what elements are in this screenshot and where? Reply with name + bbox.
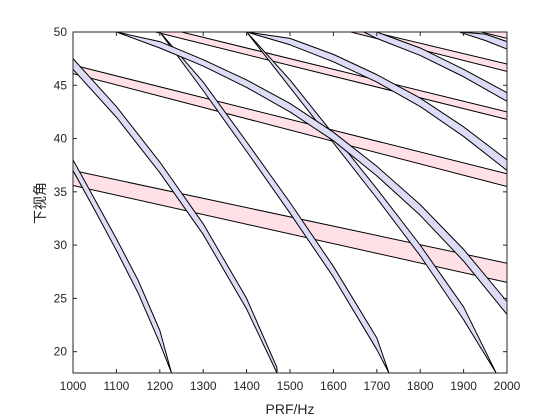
x-tick-label: 1100 (103, 379, 129, 393)
x-tick-label: 1500 (277, 379, 304, 393)
band-layer (73, 32, 507, 373)
blue-band-6 (73, 58, 278, 373)
y-tick-label: 45 (54, 78, 68, 92)
blue-band-12 (458, 32, 507, 50)
x-tick-label: 2000 (494, 379, 521, 393)
y-tick-label: 25 (54, 291, 68, 305)
y-tick-label: 40 (54, 132, 68, 146)
y-tick-label: 30 (54, 238, 68, 252)
x-tick-label: 1700 (363, 379, 390, 393)
x-tick-label: 1400 (233, 379, 260, 393)
x-tick-label: 1600 (320, 379, 347, 393)
blue-band-11 (363, 32, 507, 102)
x-tick-label: 1800 (407, 379, 434, 393)
blue-band-10 (246, 32, 507, 172)
blue-band-9 (115, 32, 507, 315)
pink-band-4 (480, 32, 507, 39)
y-tick-label: 35 (54, 185, 68, 199)
y-tick-label: 20 (54, 345, 68, 359)
blue-band-5 (73, 159, 173, 373)
y-axis-label: 下视角 (32, 182, 48, 224)
y-tick-label: 50 (54, 25, 68, 39)
x-tick-label: 1900 (450, 379, 477, 393)
pink-band-1 (73, 64, 507, 188)
blue-band-7 (159, 32, 390, 373)
x-tick-label: 1300 (190, 379, 217, 393)
x-tick-label: 1200 (146, 379, 173, 393)
x-tick-label: 1000 (60, 379, 87, 393)
y-axis: 20 25 30 35 40 45 50 (54, 25, 507, 359)
x-axis: 1000 1100 1200 1300 1400 1500 1600 1700 1800 1900… (60, 32, 521, 393)
x-axis-label: PRF/Hz (266, 401, 315, 417)
